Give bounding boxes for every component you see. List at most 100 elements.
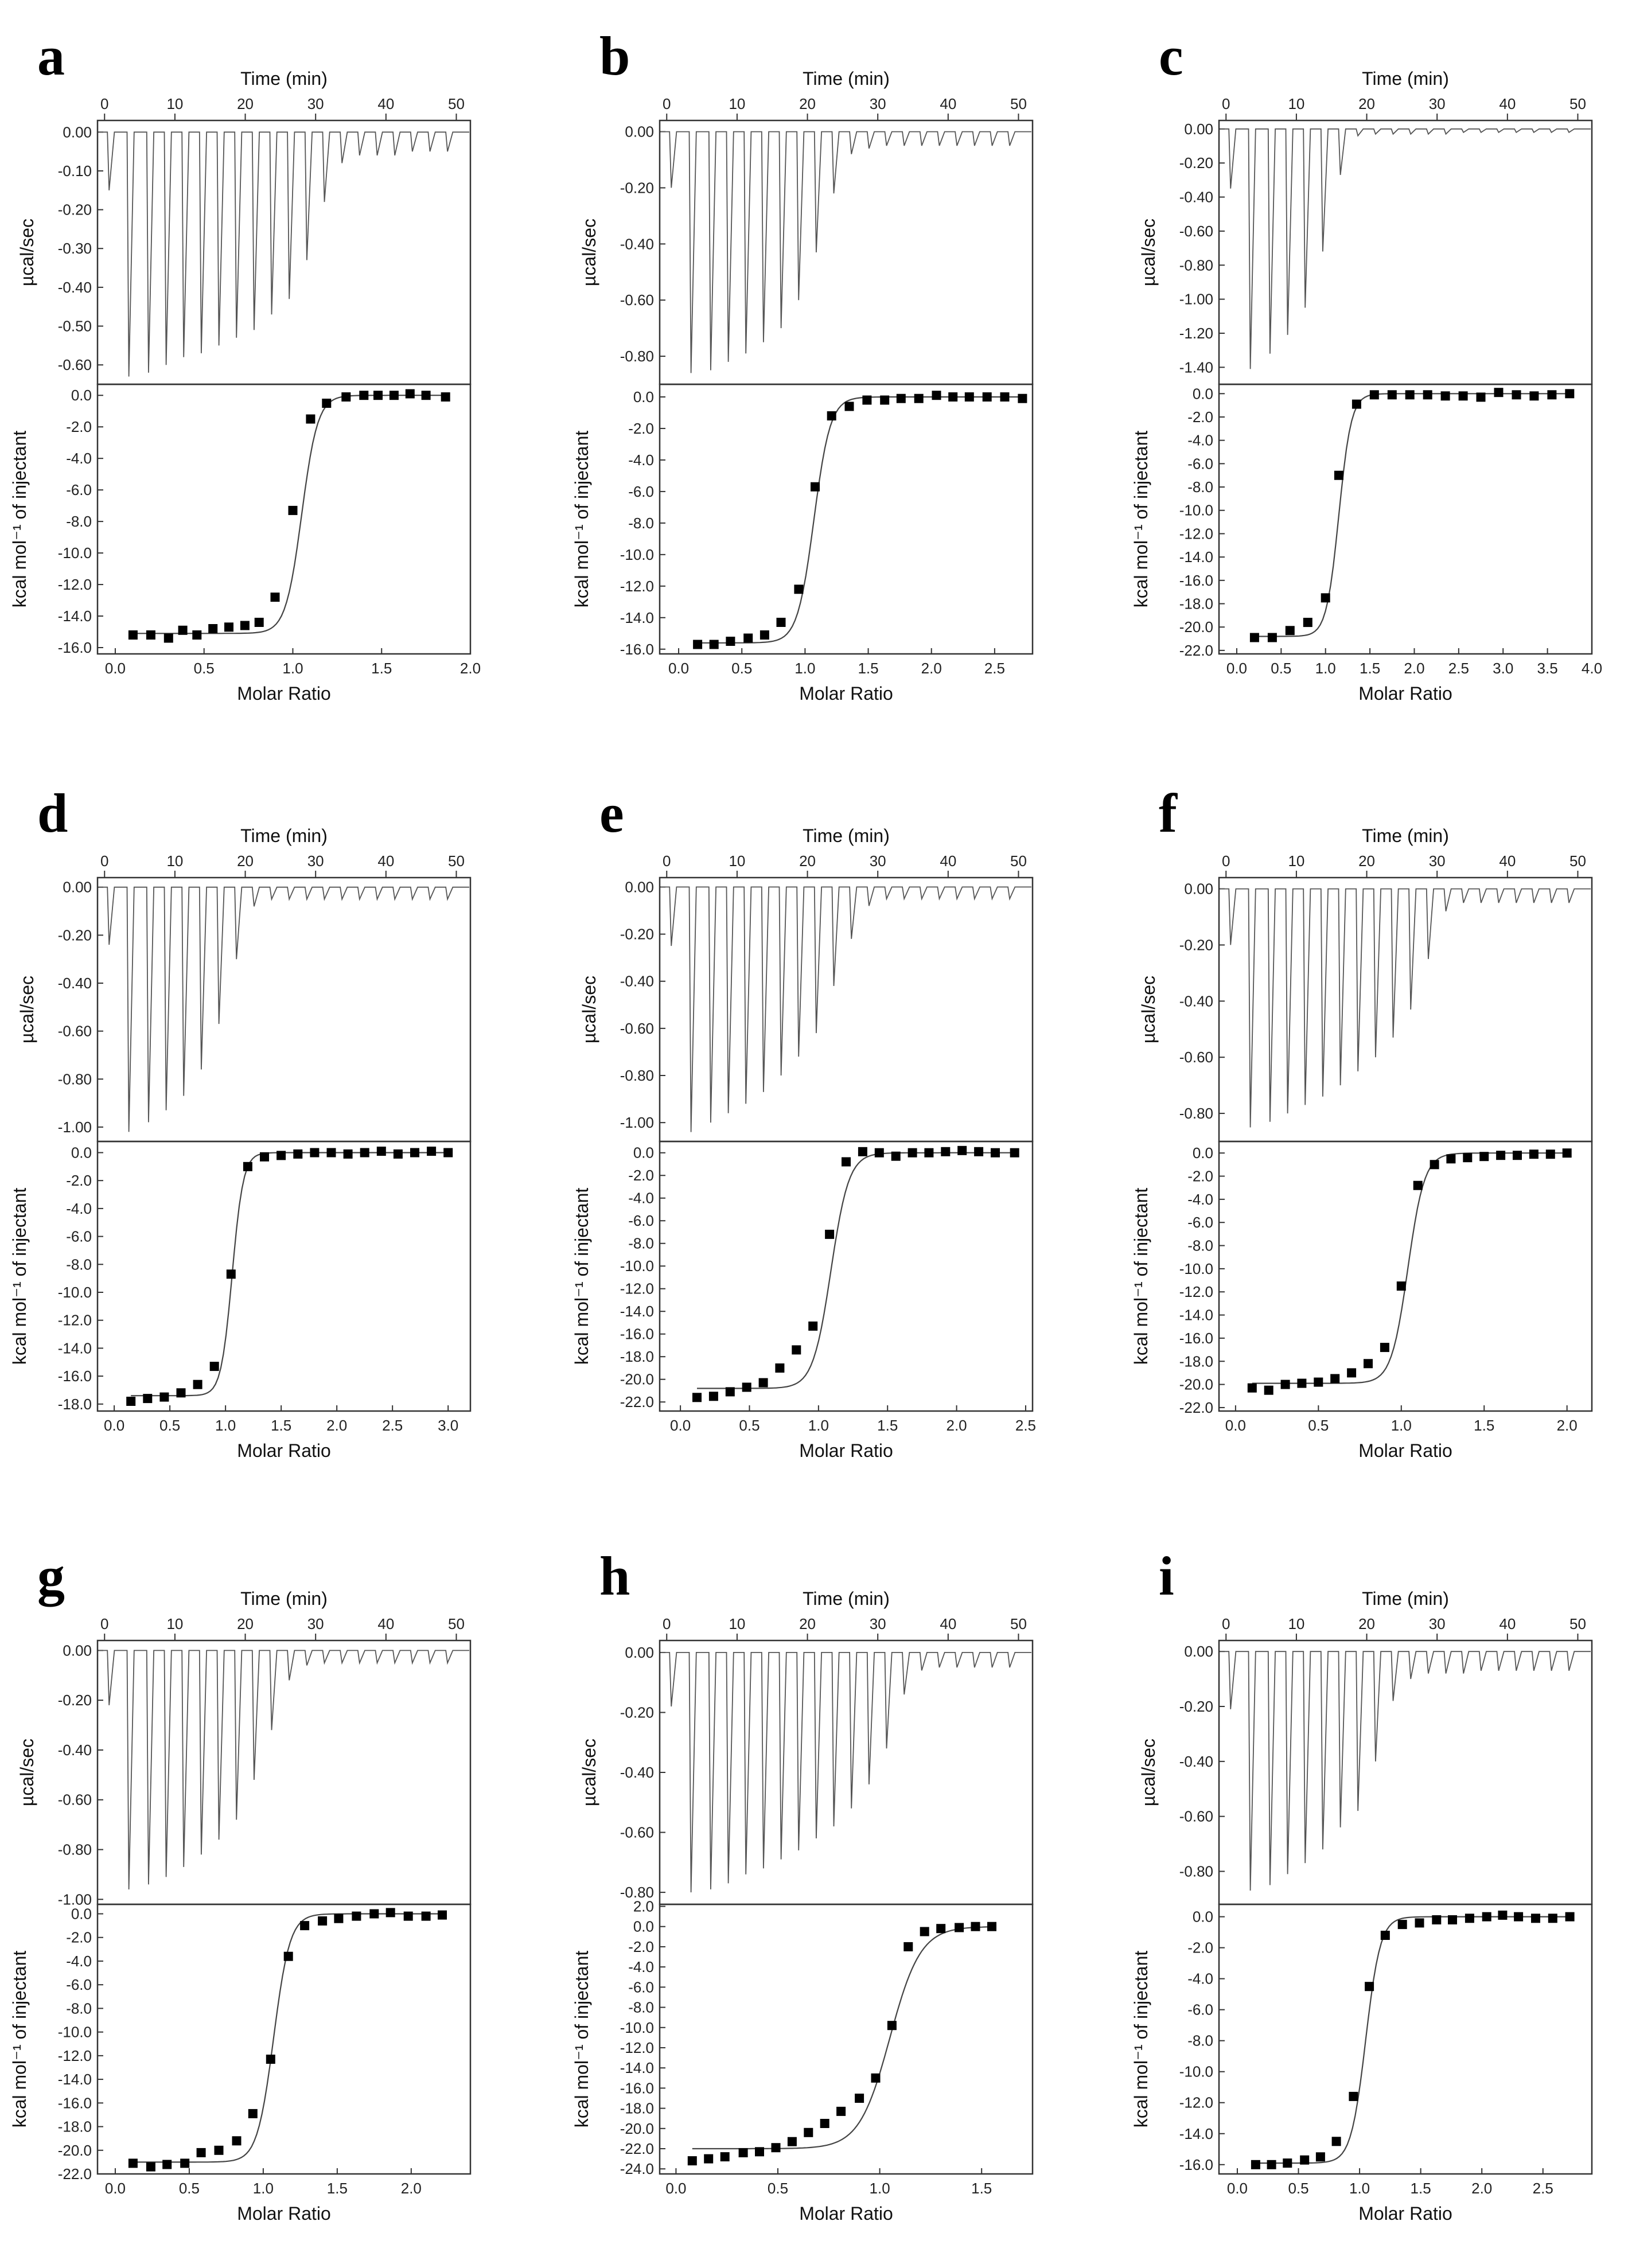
enthalpy-tick-label: -6.0 bbox=[628, 483, 654, 500]
enthalpy-tick-label: 0.0 bbox=[1193, 1144, 1213, 1162]
data-point bbox=[334, 1914, 344, 1923]
time-tick-label: 40 bbox=[940, 852, 956, 870]
data-point bbox=[1413, 1180, 1423, 1190]
enthalpy-tick-label: -2.0 bbox=[628, 1167, 654, 1184]
data-point bbox=[1494, 388, 1504, 398]
data-point bbox=[1465, 1914, 1474, 1923]
data-point bbox=[1423, 390, 1432, 400]
ratio-tick-label: 2.5 bbox=[1533, 2180, 1553, 2197]
data-point bbox=[162, 2160, 172, 2169]
ratio-tick-label: 4.0 bbox=[1582, 660, 1602, 677]
panel-letter: g bbox=[37, 1545, 65, 1607]
data-point bbox=[1297, 1378, 1307, 1388]
data-point bbox=[880, 395, 890, 405]
power-axis-title: µcal/sec bbox=[579, 1739, 599, 1806]
data-point bbox=[1264, 1385, 1273, 1395]
data-point bbox=[376, 1147, 386, 1156]
power-tick-label: -0.40 bbox=[58, 279, 92, 296]
power-tick-label: -0.40 bbox=[620, 973, 654, 990]
data-point bbox=[1321, 593, 1330, 603]
data-point bbox=[1498, 1910, 1508, 1920]
data-point bbox=[1463, 1153, 1473, 1163]
power-tick-label: 0.00 bbox=[625, 1644, 654, 1661]
data-point bbox=[896, 393, 906, 403]
ratio-axis-title: Molar Ratio bbox=[799, 2203, 893, 2224]
enthalpy-tick-label: -16.0 bbox=[620, 641, 654, 658]
power-tick-label: -0.60 bbox=[620, 1824, 654, 1841]
enthalpy-tick-label: -20.0 bbox=[620, 2120, 654, 2137]
enthalpy-tick-label: -20.0 bbox=[1179, 1376, 1213, 1393]
ratio-axis-title: Molar Ratio bbox=[1358, 1440, 1452, 1461]
data-point bbox=[1476, 392, 1486, 402]
enthalpy-tick-label: 0.0 bbox=[1193, 385, 1213, 402]
enthalpy-tick-label: -16.0 bbox=[620, 1326, 654, 1343]
data-point bbox=[193, 1379, 202, 1389]
data-point bbox=[1545, 1149, 1555, 1159]
enthalpy-tick-label: -2.0 bbox=[66, 1172, 92, 1189]
data-point bbox=[1513, 1151, 1522, 1160]
data-point bbox=[318, 1916, 328, 1926]
time-tick-label: 0 bbox=[663, 1615, 671, 1632]
panel-letter: d bbox=[37, 782, 68, 844]
data-point bbox=[887, 2021, 897, 2031]
enthalpy-tick-label: -4.0 bbox=[628, 451, 654, 469]
time-tick-label: 10 bbox=[729, 1615, 745, 1632]
time-tick-label: 50 bbox=[448, 1615, 465, 1632]
time-tick-label: 30 bbox=[307, 852, 324, 870]
enthalpy-tick-label: -6.0 bbox=[1187, 455, 1213, 472]
data-point bbox=[964, 392, 974, 402]
enthalpy-tick-label: -6.0 bbox=[1187, 1214, 1213, 1231]
panel-i: i 0 10 20 30 40 50 Time (min) 0.00 -0.20 -0.40 -0.6… bbox=[1131, 1545, 1593, 2224]
ratio-tick-label: 0.5 bbox=[1271, 660, 1291, 677]
data-point bbox=[1380, 1931, 1390, 1940]
time-tick-label: 0 bbox=[1222, 1615, 1230, 1632]
enthalpy-tick-label: -16.0 bbox=[1179, 572, 1213, 589]
data-point bbox=[725, 1387, 735, 1397]
enthalpy-tick-label: -8.0 bbox=[1187, 1237, 1213, 1254]
data-point bbox=[385, 1908, 395, 1918]
enthalpy-axis-title: kcal mol⁻¹ of injectant bbox=[9, 431, 30, 608]
data-point bbox=[738, 2148, 748, 2157]
data-point bbox=[955, 1923, 964, 1932]
power-tick-label: -0.40 bbox=[58, 1741, 92, 1759]
enthalpy-tick-label: -6.0 bbox=[628, 1978, 654, 1996]
time-axis-title: Time (min) bbox=[240, 68, 328, 89]
power-tick-label: -0.10 bbox=[58, 162, 92, 180]
ratio-axis-title: Molar Ratio bbox=[799, 1440, 893, 1461]
power-tick-label: -1.00 bbox=[620, 1114, 654, 1131]
enthalpy-tick-label: 0.0 bbox=[633, 1918, 654, 1935]
thermogram-trace bbox=[661, 1652, 1031, 1893]
enthalpy-tick-label: 0.0 bbox=[71, 387, 92, 404]
data-point bbox=[1479, 1152, 1489, 1162]
power-axis-title: µcal/sec bbox=[17, 1739, 37, 1806]
enthalpy-tick-label: -2.0 bbox=[1187, 1168, 1213, 1185]
enthalpy-tick-label: -14.0 bbox=[620, 609, 654, 626]
enthalpy-tick-label: -8.0 bbox=[66, 1256, 92, 1273]
ratio-tick-label: 1.5 bbox=[858, 660, 878, 677]
data-point bbox=[760, 630, 769, 640]
data-point bbox=[891, 1151, 901, 1161]
time-axis-title: Time (min) bbox=[803, 1588, 890, 1609]
data-point bbox=[421, 1911, 431, 1921]
data-point bbox=[1267, 2160, 1276, 2169]
data-point bbox=[1430, 1160, 1439, 1170]
data-point bbox=[808, 1321, 818, 1331]
data-point bbox=[1349, 2091, 1358, 2101]
ratio-tick-label: 0.5 bbox=[731, 660, 752, 677]
enthalpy-tick-label: -8.0 bbox=[628, 1235, 654, 1252]
ratio-tick-label: 2.0 bbox=[1471, 2180, 1492, 2197]
ratio-tick-label: 1.0 bbox=[215, 1417, 236, 1434]
data-point bbox=[341, 392, 351, 402]
ratio-tick-label: 2.0 bbox=[1557, 1417, 1578, 1434]
power-tick-label: -0.20 bbox=[620, 179, 654, 196]
data-point bbox=[908, 1148, 917, 1158]
enthalpy-tick-label: -10.0 bbox=[1179, 502, 1213, 519]
data-point bbox=[270, 593, 280, 602]
power-tick-label: 0.00 bbox=[63, 123, 92, 141]
time-tick-label: 30 bbox=[1429, 852, 1446, 870]
enthalpy-tick-label: -14.0 bbox=[620, 2059, 654, 2076]
power-tick-label: -0.80 bbox=[620, 1884, 654, 1901]
data-point bbox=[146, 2162, 155, 2172]
ratio-tick-label: 0.5 bbox=[1288, 2180, 1308, 2197]
power-tick-label: 0.00 bbox=[625, 123, 654, 141]
